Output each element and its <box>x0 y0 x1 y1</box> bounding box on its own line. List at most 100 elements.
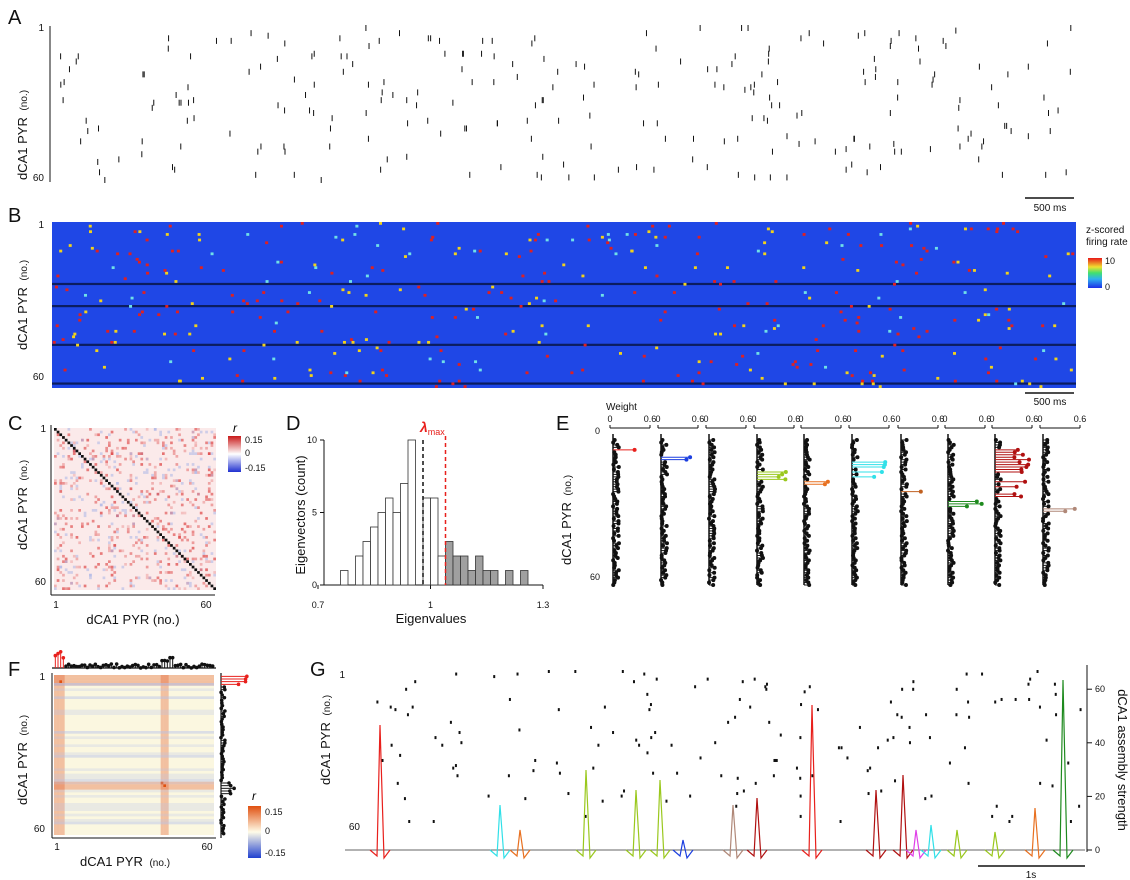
matrix-cell <box>159 560 162 563</box>
heat-cell <box>451 382 455 386</box>
f-right-dot <box>222 714 226 719</box>
e-stem-dot <box>660 583 665 587</box>
matrix-cell <box>78 584 81 588</box>
heat-cell <box>123 277 127 281</box>
matrix-cell <box>210 471 214 474</box>
e-stem-dot <box>850 501 855 506</box>
heat-cell <box>106 329 110 333</box>
matrix-cell <box>191 463 195 466</box>
matrix-cell <box>207 498 211 501</box>
g-spike <box>1045 738 1048 742</box>
matrix-cell <box>83 584 87 588</box>
heat-cell <box>330 271 334 275</box>
f-faint-row <box>54 683 214 686</box>
diagonal-cell <box>108 482 111 485</box>
heat-cell <box>73 332 77 336</box>
heat-cell <box>861 379 865 383</box>
e-stem-dot <box>902 563 907 568</box>
matrix-cell <box>99 430 103 434</box>
g-spike <box>1055 713 1058 717</box>
e-stem-dot <box>712 565 717 570</box>
matrix-cell <box>135 576 138 580</box>
panel-e-ytick-0: 0 <box>595 426 600 436</box>
matrix-cell <box>205 584 208 588</box>
matrix-cell <box>110 568 114 572</box>
heat-cell <box>849 305 853 308</box>
matrix-cell <box>153 552 157 555</box>
matrix-cell <box>205 541 208 545</box>
panel-d-ylabel: Eigenvectors (count) <box>293 455 308 574</box>
matrix-cell <box>110 522 114 526</box>
e-stem-dot <box>900 479 905 484</box>
g-spike <box>449 720 452 724</box>
matrix-cell <box>70 487 73 491</box>
matrix-cell <box>67 457 71 461</box>
matrix-cell <box>56 568 60 572</box>
matrix-cell <box>86 492 90 496</box>
heat-cell <box>888 329 892 333</box>
d-bar <box>355 555 364 586</box>
matrix-cell <box>62 495 65 499</box>
heat-cell <box>934 246 938 250</box>
diagonal-cell <box>210 584 214 588</box>
matrix-cell <box>105 460 108 464</box>
matrix-cell <box>175 479 179 482</box>
panel-a-ylabel: dCA1 PYR <box>15 117 30 180</box>
heat-cell <box>55 324 59 328</box>
heat-cell <box>347 291 351 294</box>
panel-g-ylabel: dCA1 PYR <box>318 722 333 785</box>
heat-cell <box>245 302 249 305</box>
g-spike <box>734 715 737 719</box>
g-spike <box>754 781 757 785</box>
matrix-cell <box>167 522 171 526</box>
g-spike <box>800 703 803 707</box>
g-spike <box>948 761 951 765</box>
e-stem-dot <box>707 580 712 585</box>
matrix-cell <box>175 487 179 491</box>
e-stem-dot <box>1012 455 1017 460</box>
heat-cell <box>808 296 812 300</box>
matrix-cell <box>213 573 216 577</box>
g-assembly-peak <box>946 829 968 860</box>
e-stem-dot <box>997 445 1002 450</box>
g-spike <box>414 680 417 684</box>
g-assembly-peak <box>489 804 511 860</box>
matrix-cell <box>110 565 114 569</box>
matrix-cell <box>172 449 176 453</box>
matrix-cell <box>183 449 187 453</box>
heat-cell <box>547 280 551 283</box>
matrix-cell <box>105 463 108 466</box>
g-spike <box>889 700 892 704</box>
matrix-cell <box>180 498 184 501</box>
e-stem-dot <box>1041 558 1046 563</box>
matrix-cell <box>132 522 135 526</box>
matrix-cell <box>205 517 208 520</box>
heat-cell <box>457 363 461 366</box>
matrix-cell <box>164 446 168 450</box>
heat-cell <box>334 235 338 239</box>
matrix-cell <box>97 441 100 445</box>
matrix-cell <box>86 468 90 472</box>
e-stem-dot <box>850 492 855 497</box>
e-stem-dot <box>904 519 909 524</box>
matrix-cell <box>191 436 195 439</box>
e-stem-dot <box>755 565 760 570</box>
e-stem-dot <box>709 521 714 526</box>
heat-cell <box>370 266 374 270</box>
e-stem-dot <box>854 472 859 477</box>
matrix-cell <box>105 506 108 509</box>
heat-cell <box>130 296 134 300</box>
heat-cell <box>840 244 844 247</box>
heat-cell <box>357 349 361 353</box>
panel-a-ytick-1: 1 <box>38 23 44 34</box>
e-stem-dot <box>757 482 762 487</box>
g-spike <box>621 670 624 673</box>
g-spike <box>649 703 652 707</box>
g-spike <box>869 766 872 770</box>
heat-cell <box>358 379 362 383</box>
matrix-cell <box>151 476 154 480</box>
e-stem-dot <box>708 543 713 548</box>
matrix-cell <box>135 503 138 507</box>
matrix-cell <box>145 471 149 474</box>
